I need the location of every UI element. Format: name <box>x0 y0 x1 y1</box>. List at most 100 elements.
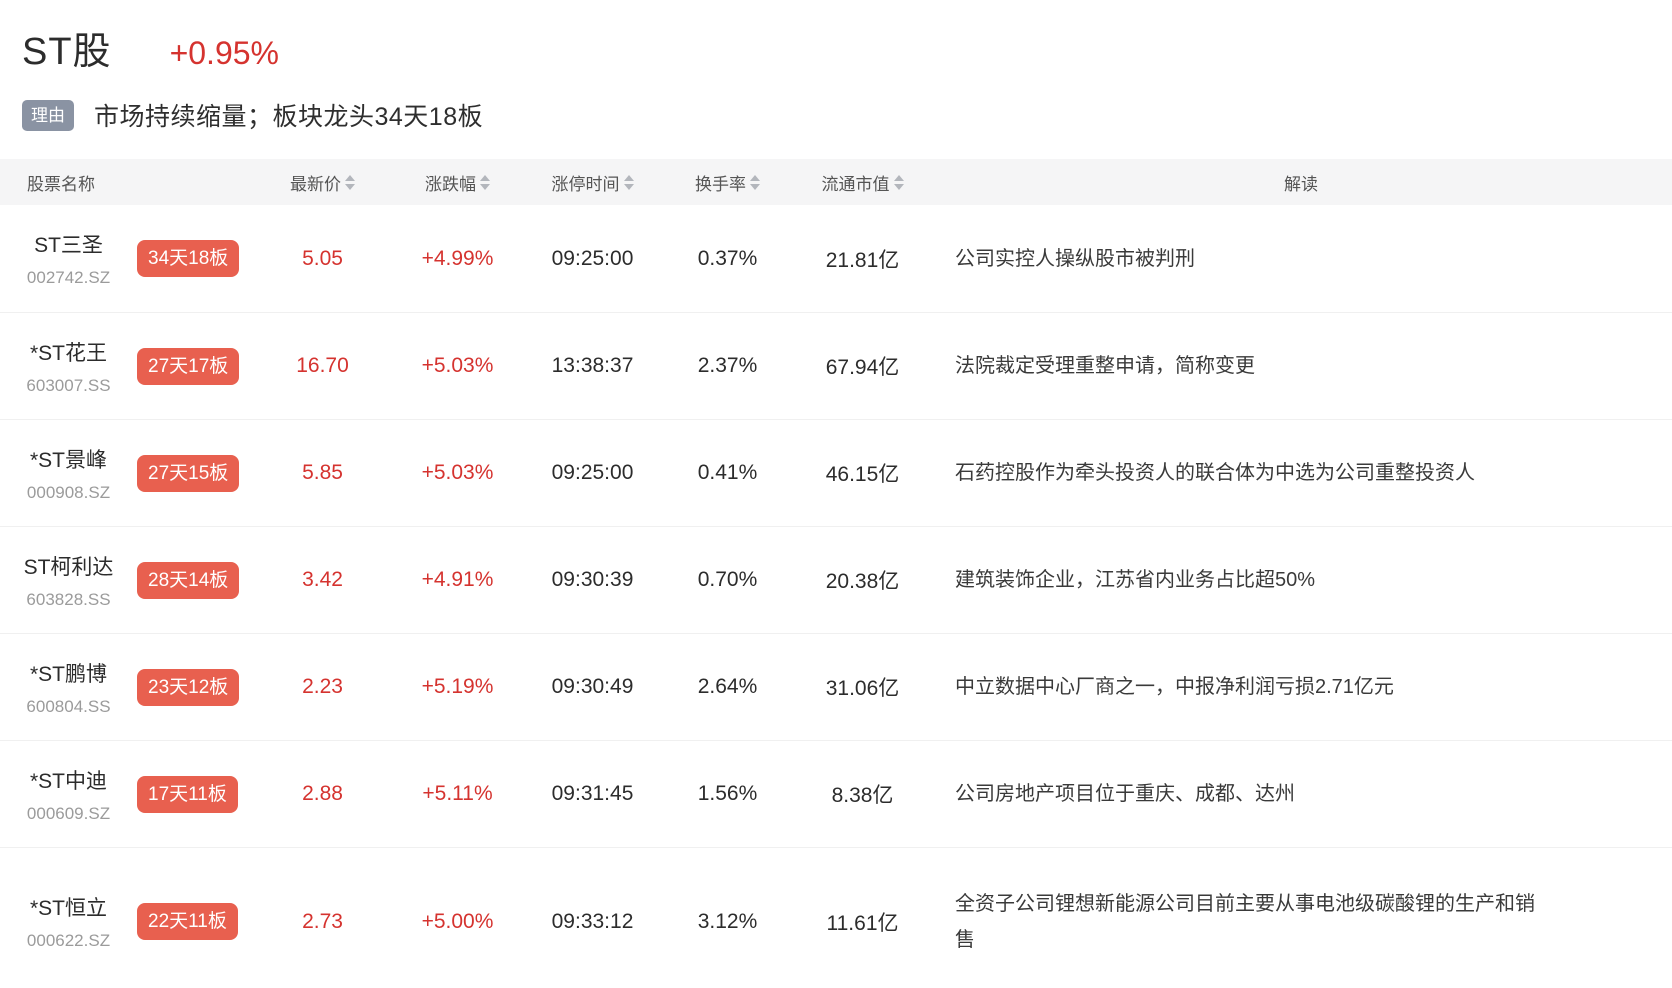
streak-badge-cell: 27天15板 <box>137 454 255 492</box>
column-header-label: 股票名称 <box>27 174 95 194</box>
limit-up-time: 09:30:39 <box>551 568 634 591</box>
column-header-label: 涨跌幅 <box>425 174 476 194</box>
table-row[interactable]: *ST鹏博 600804.SS 23天12板 2.23 +5.19% 09:30… <box>0 633 1672 740</box>
reason-line: 理由 市场持续缩量；板块龙头34天18板 <box>22 97 1672 133</box>
streak-badge: 23天12板 <box>137 668 240 706</box>
table-row[interactable]: *ST恒立 000622.SZ 22天11板 2.73 +5.00% 09:33… <box>0 847 1672 988</box>
interpretation-text: 石药控股作为牵头投资人的联合体为中选为公司重整投资人 <box>955 462 1475 484</box>
change-percent: +4.91% <box>421 568 494 591</box>
float-market-cap: 67.94亿 <box>825 356 900 379</box>
table-row[interactable]: *ST景峰 000908.SZ 27天15板 5.85 +5.03% 09:25… <box>0 419 1672 526</box>
latest-price: 5.05 <box>302 246 343 270</box>
column-header[interactable]: 涨跌幅 <box>390 170 525 195</box>
column-header[interactable]: 涨停时间 <box>525 170 660 195</box>
column-header[interactable]: 换手率 <box>660 170 795 195</box>
sort-icon[interactable] <box>893 174 904 190</box>
turnover-rate: 3.12% <box>697 909 758 933</box>
page-header: ST股 +0.95% 理由 市场持续缩量；板块龙头34天18板 <box>0 0 1672 133</box>
stock-name-cell: *ST鹏博 600804.SS <box>0 658 137 717</box>
stock-code: 002742.SZ <box>26 268 111 287</box>
stock-code: 000622.SZ <box>26 931 111 950</box>
limit-up-time: 09:25:00 <box>551 246 634 270</box>
streak-badge: 28天14板 <box>137 561 240 599</box>
table-row[interactable]: *ST花王 603007.SS 27天17板 16.70 +5.03% 13:3… <box>0 312 1672 419</box>
turnover-rate: 0.41% <box>697 461 758 484</box>
streak-badge-cell: 17天11板 <box>137 775 255 813</box>
turnover-rate: 2.37% <box>697 354 758 377</box>
stock-name: *ST景峰 <box>29 448 107 472</box>
column-header[interactable]: 最新价 <box>255 170 390 195</box>
column-header-label: 涨停时间 <box>551 174 620 194</box>
interpretation-text: 中立数据中心厂商之一，中报净利润亏损2.71亿元 <box>955 676 1394 698</box>
streak-badge-cell: 28天14板 <box>137 561 255 599</box>
change-percent: +5.03% <box>421 354 494 377</box>
sort-icon[interactable] <box>750 174 760 190</box>
stock-code: 600804.SS <box>26 696 111 716</box>
stock-code: 000609.SZ <box>26 803 111 823</box>
stock-name-cell: *ST恒立 000622.SZ <box>0 892 137 951</box>
streak-badge-cell: 27天17板 <box>137 347 255 385</box>
sector-change-percent: +0.95% <box>169 35 279 71</box>
table-row[interactable]: ST柯利达 603828.SS 28天14板 3.42 +4.91% 09:30… <box>0 526 1672 633</box>
table-row[interactable]: ST三圣 002742.SZ 34天18板 5.05 +4.99% 09:25:… <box>0 205 1672 312</box>
stock-name: *ST花王 <box>29 341 107 365</box>
stock-name-cell: ST柯利达 603828.SS <box>0 551 137 610</box>
turnover-rate: 2.64% <box>697 675 758 698</box>
interpretation-text: 全资子公司锂想新能源公司目前主要从事电池级碳酸锂的生产和销售 <box>955 892 1535 951</box>
interpretation-text: 建筑装饰企业，江苏省内业务占比超50% <box>955 569 1316 591</box>
stock-name: *ST中迪 <box>29 769 107 793</box>
stock-name: *ST恒立 <box>29 897 107 920</box>
change-percent: +5.19% <box>421 675 494 698</box>
float-market-cap: 21.81亿 <box>825 248 900 272</box>
limit-up-time: 13:38:37 <box>551 354 634 377</box>
stock-table: 股票名称 最新价 涨跌幅 涨停时间 换手率 流通市值 解读 ST三圣 00274… <box>0 159 1672 988</box>
streak-badge: 27天17板 <box>137 347 240 385</box>
reason-text: 市场持续缩量；板块龙头34天18板 <box>94 103 484 131</box>
change-percent: +5.00% <box>421 909 494 933</box>
stock-name: ST柯利达 <box>23 555 114 579</box>
table-body: ST三圣 002742.SZ 34天18板 5.05 +4.99% 09:25:… <box>0 205 1672 988</box>
streak-badge-cell: 22天11板 <box>137 903 255 940</box>
float-market-cap: 8.38亿 <box>831 784 894 807</box>
reason-badge: 理由 <box>22 99 74 131</box>
column-header-label: 解读 <box>1284 174 1318 194</box>
float-market-cap: 46.15亿 <box>825 463 900 486</box>
title-line: ST股 +0.95% <box>22 20 1672 75</box>
turnover-rate: 0.37% <box>697 246 758 270</box>
limit-up-time: 09:25:00 <box>551 461 634 484</box>
latest-price: 2.23 <box>302 675 343 698</box>
sort-icon[interactable] <box>345 174 355 190</box>
table-row[interactable]: *ST中迪 000609.SZ 17天11板 2.88 +5.11% 09:31… <box>0 740 1672 847</box>
latest-price: 5.85 <box>302 461 343 484</box>
latest-price: 2.73 <box>302 909 343 933</box>
stock-name-cell: *ST花王 603007.SS <box>0 337 137 396</box>
streak-badge: 34天18板 <box>137 240 240 277</box>
streak-badge: 27天15板 <box>137 454 240 492</box>
stock-name-cell: *ST中迪 000609.SZ <box>0 765 137 824</box>
limit-up-time: 09:33:12 <box>551 909 634 933</box>
stock-code: 000908.SZ <box>26 482 111 502</box>
turnover-rate: 0.70% <box>697 568 758 591</box>
stock-name: *ST鹏博 <box>29 662 107 686</box>
interpretation-text: 法院裁定受理重整申请，简称变更 <box>955 355 1255 377</box>
float-market-cap: 11.61亿 <box>826 911 899 935</box>
column-header: 解读 <box>930 170 1672 195</box>
stock-name-cell: *ST景峰 000908.SZ <box>0 444 137 503</box>
stock-name: ST三圣 <box>34 234 103 257</box>
stock-code: 603828.SS <box>26 589 111 609</box>
interpretation-text: 公司房地产项目位于重庆、成都、达州 <box>955 783 1295 805</box>
sort-icon[interactable] <box>623 174 634 190</box>
latest-price: 2.88 <box>302 782 343 805</box>
limit-up-time: 09:30:49 <box>551 675 634 698</box>
change-percent: +5.11% <box>422 782 493 805</box>
stock-code: 603007.SS <box>26 375 111 395</box>
change-percent: +5.03% <box>421 461 494 484</box>
column-header[interactable]: 流通市值 <box>795 170 930 195</box>
column-header-label: 换手率 <box>695 174 746 194</box>
column-header-label: 流通市值 <box>821 174 890 194</box>
streak-badge: 17天11板 <box>137 775 238 813</box>
table-header-row: 股票名称 最新价 涨跌幅 涨停时间 换手率 流通市值 解读 <box>0 159 1672 205</box>
stock-name-cell: ST三圣 002742.SZ <box>0 229 137 288</box>
turnover-rate: 1.56% <box>697 782 758 805</box>
sort-icon[interactable] <box>480 174 490 190</box>
